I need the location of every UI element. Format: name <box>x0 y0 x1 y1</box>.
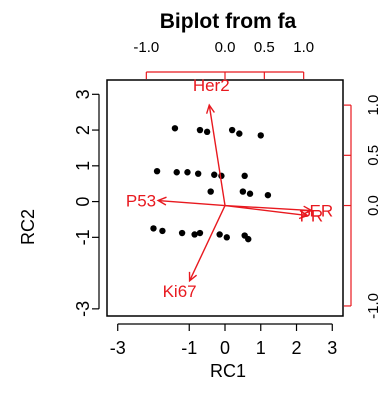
data-point <box>257 132 264 139</box>
data-point <box>178 229 186 237</box>
x-tick-label: 0 <box>220 338 230 358</box>
data-point <box>207 188 214 195</box>
arrow-label-pr: PR <box>300 207 324 226</box>
data-point <box>196 126 204 134</box>
arrow-label-her2: Her2 <box>193 76 230 95</box>
x-tick-label: -1 <box>181 338 197 358</box>
top-tick-label: -1.0 <box>133 39 159 56</box>
data-point <box>239 188 247 195</box>
points-group <box>150 125 272 243</box>
arrowhead-pr <box>298 210 310 220</box>
x-tick-label: 3 <box>327 338 337 358</box>
data-point <box>196 229 204 237</box>
arrow-label-er: ER <box>310 202 334 221</box>
data-point <box>150 225 157 232</box>
arrow-her2 <box>208 104 226 206</box>
data-point <box>236 130 243 137</box>
right-tick-label: 0.0 <box>365 195 382 216</box>
arrow-label-p53: P53 <box>126 192 156 211</box>
x-tick-label: 2 <box>292 338 302 358</box>
arrowhead-ki67 <box>188 271 198 283</box>
data-point <box>159 227 166 235</box>
data-point <box>203 128 211 136</box>
data-point <box>216 231 223 238</box>
y-tick-label: 1 <box>73 161 93 171</box>
data-point <box>171 125 179 132</box>
x-axis-label: RC1 <box>210 361 246 381</box>
y-tick-label: 3 <box>73 89 93 99</box>
y-tick-label: 0 <box>73 197 93 207</box>
axes-group: -3 -1 0 1 2 3 -3 -1 0 1 2 3 -1.0 0.0 0.5 1.0 -1.0 0.0 0.5 1… <box>73 39 382 358</box>
arrow-label-ki67: Ki67 <box>163 282 197 301</box>
data-point <box>153 167 161 175</box>
plot-box <box>106 79 344 317</box>
chart-title: Biplot from fa <box>160 10 297 33</box>
top-tick-label: 0.5 <box>254 39 275 56</box>
arrowhead-her2 <box>205 103 215 114</box>
arrowhead-p53 <box>156 196 167 206</box>
data-point <box>241 172 248 180</box>
data-point <box>245 235 252 243</box>
data-point <box>211 171 218 178</box>
right-tick-label: 1.0 <box>365 95 382 116</box>
y-tick-label: -3 <box>73 301 93 317</box>
y-axis-label: RC2 <box>18 209 38 245</box>
arrow-er <box>224 204 312 212</box>
data-point <box>218 172 225 180</box>
arrowhead-er <box>302 205 314 215</box>
data-point <box>223 234 230 241</box>
data-point <box>191 231 198 238</box>
top-tick-label: 0.0 <box>215 39 236 56</box>
data-point <box>194 170 202 177</box>
x-tick-label: 1 <box>256 338 266 358</box>
right-tick-label: 0.5 <box>365 145 382 166</box>
y-tick-label: -1 <box>73 229 93 245</box>
data-point <box>246 190 254 197</box>
arrow-pr <box>224 204 308 217</box>
x-tick-label: -3 <box>110 338 126 358</box>
data-point <box>264 191 272 199</box>
arrow-p53 <box>158 199 226 207</box>
arrow-ki67 <box>188 205 226 282</box>
right-tick-label: -1.0 <box>365 293 382 319</box>
y-tick-label: 2 <box>73 125 93 135</box>
top-tick-label: 1.0 <box>293 39 314 56</box>
data-point <box>228 126 236 134</box>
data-point <box>173 169 180 176</box>
data-point <box>184 169 191 176</box>
